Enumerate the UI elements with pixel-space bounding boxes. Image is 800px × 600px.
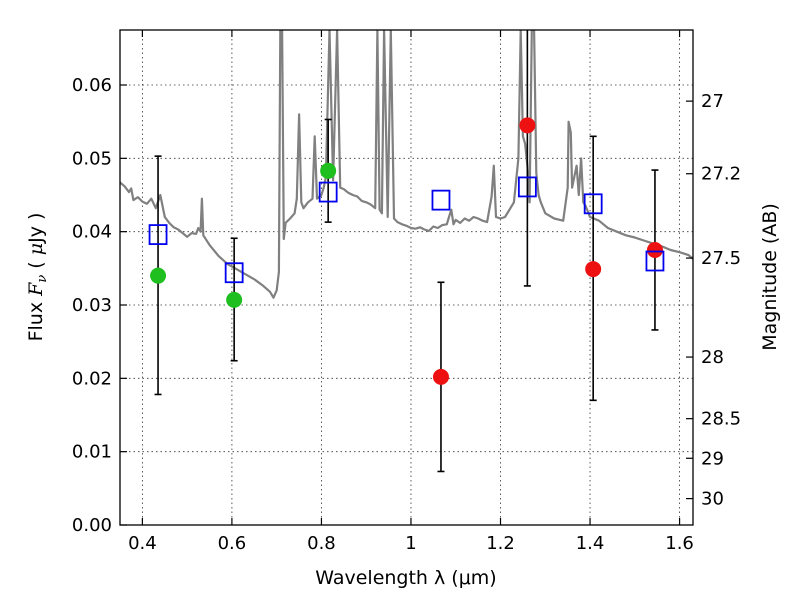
plot-background xyxy=(120,30,693,525)
y-tick-label: 0.01 xyxy=(72,442,112,463)
model-square xyxy=(431,189,451,211)
green-point xyxy=(320,162,337,179)
model-square xyxy=(517,176,537,198)
y-tick-label: 0.06 xyxy=(72,75,112,96)
grid xyxy=(120,30,693,525)
y2-tick-label: 28 xyxy=(701,347,724,368)
red-point xyxy=(585,261,602,278)
x-tick-label: 0.4 xyxy=(128,533,157,554)
y2-tick-label: 29 xyxy=(701,448,724,469)
x-tick-label: 1.6 xyxy=(665,533,694,554)
model-spectrum-line xyxy=(120,30,693,299)
x-tick-label: 0.6 xyxy=(218,533,247,554)
model-square xyxy=(645,250,665,272)
red-point xyxy=(646,242,663,258)
y-tick-label: 0.00 xyxy=(72,515,112,536)
y-tick-label: 0.02 xyxy=(72,368,112,389)
y2-tick-label: 27 xyxy=(701,91,724,112)
y-axis-ticks: 0.00 0.01 0.02 0.03 0.04 0.05 0.06 xyxy=(72,75,127,536)
x-axis-title: Wavelength λ (μm) xyxy=(315,567,496,589)
y2-tick-label: 30 xyxy=(701,489,724,510)
y2-tick-label: 28.5 xyxy=(701,409,741,430)
y2-axis-ticks: 27 27.2 27.5 28 28.5 29 30 xyxy=(686,91,741,510)
green-point xyxy=(226,291,243,308)
y-tick-label: 0.04 xyxy=(72,222,112,243)
red-points xyxy=(432,117,663,385)
model-square xyxy=(583,193,603,215)
y-tick-label: 0.03 xyxy=(72,295,112,316)
green-points xyxy=(150,162,337,308)
x-tick-label: 1.4 xyxy=(576,533,605,554)
green-point xyxy=(150,267,167,284)
x-tick-label: 0.8 xyxy=(307,533,336,554)
y-axis-title: Flux Fν ( μJy ) xyxy=(25,213,50,342)
y2-tick-label: 27.2 xyxy=(701,164,741,185)
x-tick-label: 1 xyxy=(405,533,416,554)
model-squares xyxy=(148,176,665,284)
x-axis-ticks: 0.4 0.6 0.8 1 1.2 1.4 1.6 xyxy=(128,30,694,554)
red-point xyxy=(432,368,449,385)
plot-frame xyxy=(119,29,694,526)
model-square xyxy=(318,181,338,203)
model-square xyxy=(224,262,244,284)
y2-tick-label: 27.5 xyxy=(701,248,741,269)
model-spectrum xyxy=(120,30,693,299)
y-tick-label: 0.05 xyxy=(72,148,112,169)
y2-axis-title: Magnitude (AB) xyxy=(759,203,781,351)
x-tick-label: 1.2 xyxy=(486,533,515,554)
model-square xyxy=(148,224,168,246)
red-point xyxy=(519,117,536,134)
